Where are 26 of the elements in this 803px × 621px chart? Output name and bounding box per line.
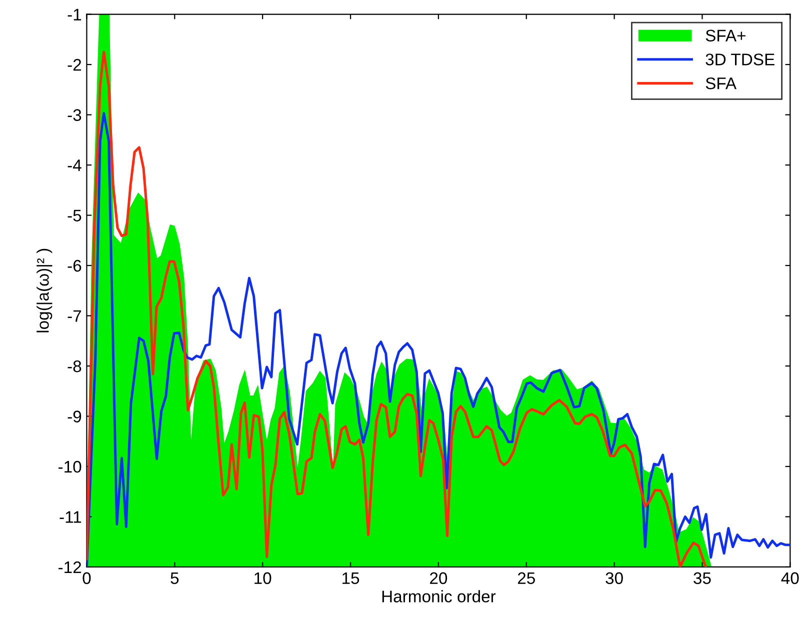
x-tick-label: 35: [694, 572, 711, 584]
series-label: SFA+: [706, 30, 746, 42]
x-tick-label: 10: [254, 572, 272, 584]
y-tick-label: -2: [68, 58, 82, 71]
y-tick-label: -10: [58, 460, 82, 473]
y-axis-title: log(|a(ω)|² ): [36, 248, 52, 332]
x-tick-label: 20: [430, 572, 448, 584]
x-axis-title: Harmonic order: [382, 590, 496, 602]
legend-label: SFA: [706, 77, 737, 90]
x-tick-label: 25: [518, 572, 535, 584]
x-tick-label: 30: [606, 572, 623, 584]
x-tick-label: 0: [82, 572, 91, 584]
y-tick-label: -4: [68, 160, 82, 172]
legend-label: 3D TDSE: [706, 54, 774, 66]
y-tick-label: -12: [58, 561, 82, 574]
y-tick-label: -6: [68, 260, 82, 272]
x-tick-label: 15: [342, 572, 360, 584]
y-tick-label: -5: [68, 210, 82, 222]
y-tick-label: -9: [68, 410, 82, 422]
y-tick-label: -1: [68, 8, 82, 20]
y-tick-label: -3: [68, 109, 82, 121]
y-tick-label: -8: [68, 360, 82, 372]
x-tick-label: 5: [170, 572, 179, 584]
y-tick-label: -7: [68, 310, 82, 322]
x-tick-label: 40: [781, 572, 799, 584]
y-tick-label: -11: [60, 511, 82, 523]
